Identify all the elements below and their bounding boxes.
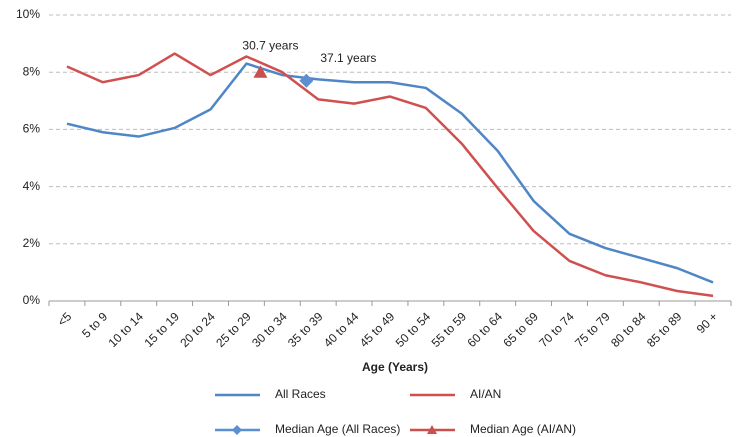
x-tick-label: 40 to 44	[321, 309, 362, 350]
x-tick-label: 60 to 64	[464, 309, 505, 350]
series-line	[66, 52, 714, 298]
x-tick-label: 55 to 59	[429, 309, 470, 350]
legend-label: Median Age (AI/AN)	[470, 422, 576, 436]
median-marker	[299, 73, 314, 88]
legend-label: AI/AN	[470, 387, 501, 401]
x-axis-title: Age (Years)	[362, 360, 428, 374]
x-tick-label: 5 to 9	[79, 309, 110, 340]
x-tick-label: 30 to 34	[249, 309, 290, 350]
x-tick-label: 10 to 14	[106, 309, 147, 350]
x-tick-label: 35 to 39	[285, 309, 326, 350]
median-marker	[253, 65, 268, 78]
x-tick-label: 15 to 19	[141, 309, 182, 350]
x-tick-label: 80 to 84	[608, 309, 649, 350]
y-tick-label: 10%	[16, 7, 40, 21]
x-tick-label: <5	[55, 309, 75, 329]
y-tick-label: 8%	[23, 64, 41, 78]
x-tick-label: 50 to 54	[393, 309, 434, 350]
legend-marker	[232, 425, 242, 435]
y-tick-label: 0%	[23, 293, 41, 307]
x-tick-label: 25 to 29	[213, 309, 254, 350]
legend-marker	[427, 425, 437, 434]
x-tick-label: 65 to 69	[500, 309, 541, 350]
legend-label: Median Age (All Races)	[275, 422, 400, 436]
median-label: 37.1 years	[320, 51, 376, 65]
x-tick-label: 75 to 79	[572, 309, 613, 350]
x-tick-label: 85 to 89	[644, 309, 685, 350]
x-tick-label: 90 +	[694, 309, 721, 336]
x-tick-label: 70 to 74	[536, 309, 577, 350]
series-line	[66, 62, 714, 284]
y-tick-label: 2%	[23, 236, 41, 250]
legend-label: All Races	[275, 387, 326, 401]
x-tick-label: 45 to 49	[357, 309, 398, 350]
y-tick-label: 6%	[23, 122, 41, 136]
median-label: 30.7 years	[242, 38, 298, 52]
y-tick-label: 4%	[23, 179, 41, 193]
x-tick-label: 20 to 24	[177, 309, 218, 350]
